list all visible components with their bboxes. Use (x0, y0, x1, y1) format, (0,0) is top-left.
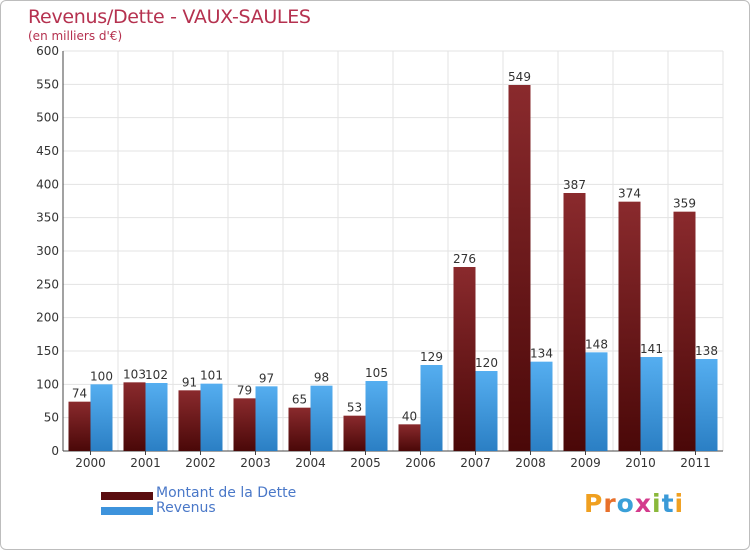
bar-revenue (475, 371, 498, 451)
bar-debt (563, 193, 586, 451)
axes: 0 50 100 150 200 250 300 350 400 450 500 550 600 2000… (36, 44, 723, 470)
bar-debt (68, 401, 91, 451)
bar-debt (288, 407, 311, 451)
value-label-debt: 65 (292, 393, 307, 407)
x-tick-label: 2009 (570, 456, 601, 470)
bar-debt (673, 211, 696, 451)
x-tick-label: 2003 (240, 456, 271, 470)
y-tick-label: 500 (36, 111, 59, 125)
value-label-revenue: 129 (420, 350, 443, 364)
chart-title: Revenus/Dette - VAUX-SAULES (28, 6, 311, 28)
logo-letter: i (652, 489, 662, 518)
logo-letter: x (634, 489, 652, 518)
legend-swatch-debt (101, 492, 153, 500)
y-tick-label: 50 (44, 411, 59, 425)
value-label-revenue: 100 (90, 369, 113, 383)
x-tick-label: 2000 (75, 456, 106, 470)
bar-debt (508, 85, 531, 451)
x-tick-label: 2011 (680, 456, 711, 470)
value-label-revenue: 134 (530, 347, 553, 361)
value-label-debt: 276 (453, 252, 476, 266)
grid-lines (62, 50, 724, 452)
y-tick-label: 150 (36, 344, 59, 358)
value-label-debt: 549 (508, 70, 531, 84)
value-label-revenue: 141 (640, 342, 663, 356)
x-tick-label: 2004 (295, 456, 326, 470)
bar-revenue (530, 361, 553, 451)
logo-letter: P (584, 489, 604, 518)
value-label-revenue: 105 (365, 366, 388, 380)
x-tick-label: 2007 (460, 456, 491, 470)
bar-debt (123, 382, 146, 451)
legend-label-debt: Montant de la Dette (156, 485, 297, 501)
bar-debt (453, 267, 476, 451)
bar-revenue (200, 383, 223, 451)
logo-letter: i (674, 489, 685, 518)
y-tick-label: 450 (36, 144, 59, 158)
logo-letter: r (603, 489, 617, 518)
value-label-revenue: 148 (585, 337, 608, 351)
x-tick-label: 2001 (130, 456, 161, 470)
value-label-revenue: 101 (200, 369, 223, 383)
value-label-debt: 74 (72, 387, 87, 401)
bar-revenue (145, 383, 168, 451)
value-label-debt: 103 (123, 367, 146, 381)
bar-revenue (365, 381, 388, 451)
y-tick-label: 400 (36, 177, 59, 191)
y-tick-label: 100 (36, 377, 59, 391)
bar-debt (343, 415, 366, 451)
proxiti-logo: Proxiti (584, 489, 684, 518)
bar-debt (618, 201, 641, 451)
value-label-revenue: 138 (695, 344, 718, 358)
value-label-revenue: 120 (475, 356, 498, 370)
x-tick-label: 2008 (515, 456, 546, 470)
bar-debt (233, 398, 256, 451)
value-label-debt: 79 (237, 383, 252, 397)
y-tick-label: 300 (36, 244, 59, 258)
y-tick-label: 250 (36, 277, 59, 291)
bar-revenue (585, 352, 608, 451)
bar-revenue (255, 386, 278, 451)
value-label-debt: 53 (347, 401, 362, 415)
y-tick-label: 0 (51, 444, 59, 458)
legend-swatch-revenue (101, 507, 153, 515)
y-tick-label: 600 (36, 44, 59, 58)
y-tick-label: 550 (36, 77, 59, 91)
y-tick-label: 200 (36, 311, 59, 325)
bar-revenue (310, 385, 333, 451)
bar-revenue (640, 357, 663, 451)
x-tick-label: 2005 (350, 456, 381, 470)
value-label-revenue: 97 (259, 371, 274, 385)
x-tick-label: 2006 (405, 456, 436, 470)
bar-revenue (90, 384, 113, 451)
x-tick-label: 2002 (185, 456, 216, 470)
bar-debt (178, 390, 201, 451)
bar-revenue (695, 359, 718, 451)
logo-letter: o (616, 489, 635, 518)
value-label-debt: 387 (563, 178, 586, 192)
bar-debt (398, 424, 421, 451)
chart-subtitle: (en milliers d'€) (28, 29, 123, 43)
bars (68, 85, 718, 451)
bar-revenue (420, 365, 443, 451)
value-label-revenue: 98 (314, 371, 329, 385)
legend-label-revenue: Revenus (156, 500, 216, 516)
y-tick-label: 350 (36, 211, 59, 225)
value-label-debt: 91 (182, 375, 197, 389)
value-label-debt: 359 (673, 197, 696, 211)
logo-letter: t (661, 489, 675, 518)
value-label-debt: 374 (618, 187, 641, 201)
value-label-revenue: 102 (145, 368, 168, 382)
x-tick-label: 2010 (625, 456, 656, 470)
value-label-debt: 40 (402, 409, 417, 423)
